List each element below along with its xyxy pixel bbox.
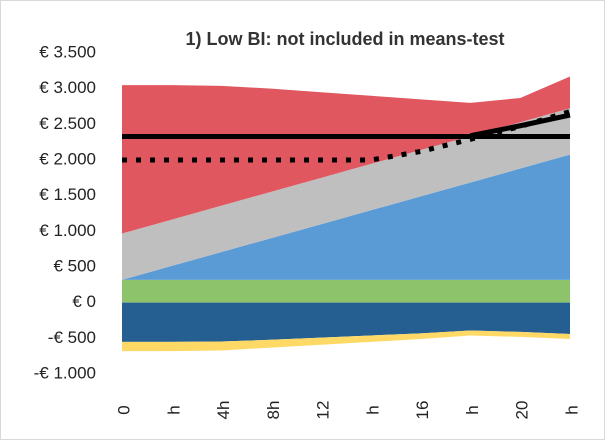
x-tick-label: 16: [413, 401, 432, 420]
y-tick-label: -€ 500: [48, 328, 96, 347]
y-tick-label: € 3.500: [39, 42, 96, 61]
y-tick-label: € 1.500: [39, 185, 96, 204]
area: [122, 108, 570, 280]
x-tick-label: 12: [314, 401, 333, 420]
x-tick-label: 4h: [214, 401, 233, 420]
y-tick-label: € 2.000: [39, 149, 96, 168]
x-tick-label: 20: [513, 401, 532, 420]
chart-title: 1) Low BI: not included in means-test: [185, 29, 504, 49]
area: [122, 279, 570, 303]
area: [122, 330, 570, 352]
line: [122, 109, 571, 163]
x-tick-label: 0: [114, 405, 133, 414]
x-tick-label: h: [164, 405, 183, 414]
y-tick-label: € 1.000: [39, 221, 96, 240]
x-tick-label: h: [562, 405, 581, 414]
area: [122, 302, 570, 342]
area: [122, 76, 570, 234]
x-tick-label: 8h: [264, 401, 283, 420]
y-tick-label: € 500: [53, 256, 96, 275]
y-tick-label: € 2.500: [39, 114, 96, 133]
y-tick-label: € 3.000: [39, 78, 96, 97]
y-tick-label: € 0: [72, 292, 96, 311]
y-tick-label: -€ 1.000: [34, 363, 96, 382]
x-tick-label: h: [363, 405, 382, 414]
x-tick-label: h: [463, 405, 482, 414]
